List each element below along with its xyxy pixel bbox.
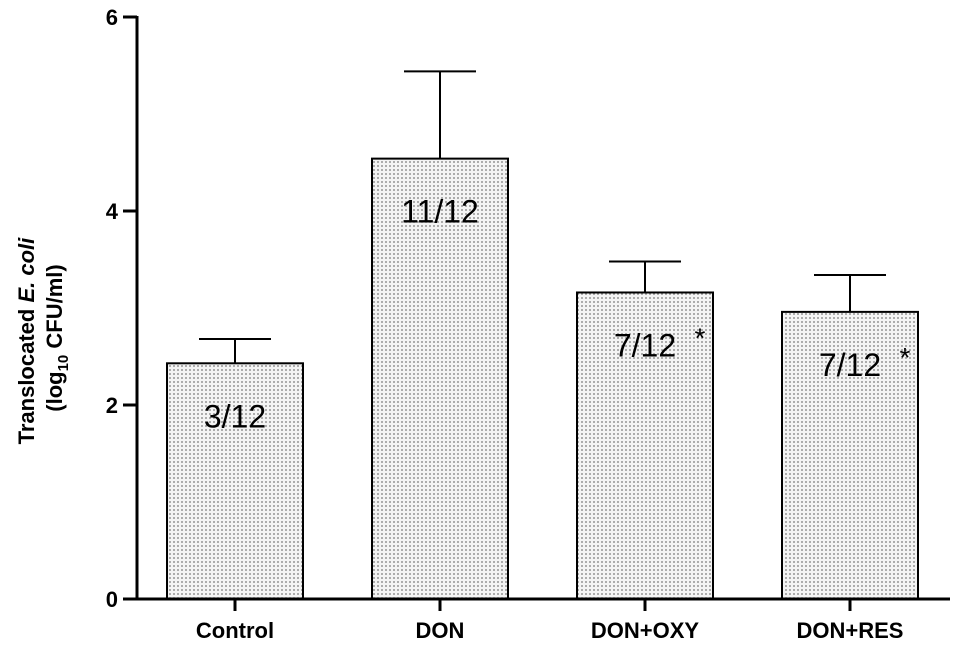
y-tick-label: 4 (106, 199, 119, 224)
y-axis-label: Translocated E. coli (log10 CFU/ml) (14, 232, 72, 445)
bar-data-label: 7/12 (819, 347, 881, 383)
x-tick-label: Control (196, 618, 274, 643)
x-tick-label: DON+OXY (591, 618, 700, 643)
y-tick-label: 6 (106, 5, 118, 30)
bar-don-oxy (576, 291, 714, 600)
x-tick-label: DON+RES (797, 618, 904, 643)
x-tick-label: DON (416, 618, 465, 643)
significance-mark: * (900, 342, 911, 373)
y-axis-label-line2: (log10 CFU/ml) (42, 264, 72, 411)
plot-area: 3/12 Control 11/12 DON 7/12 * DON+OXY 7/12 * DON+… (106, 5, 950, 643)
bar-control (166, 362, 304, 601)
y-tick-label: 2 (106, 393, 118, 418)
y-tick-label: 0 (106, 587, 118, 612)
y-axis-label-line1: Translocated E. coli (14, 232, 39, 445)
bar-data-label: 11/12 (401, 194, 479, 230)
bar-data-label: 3/12 (204, 398, 266, 434)
bar-data-label: 7/12 (614, 327, 676, 363)
significance-mark: * (695, 322, 706, 353)
